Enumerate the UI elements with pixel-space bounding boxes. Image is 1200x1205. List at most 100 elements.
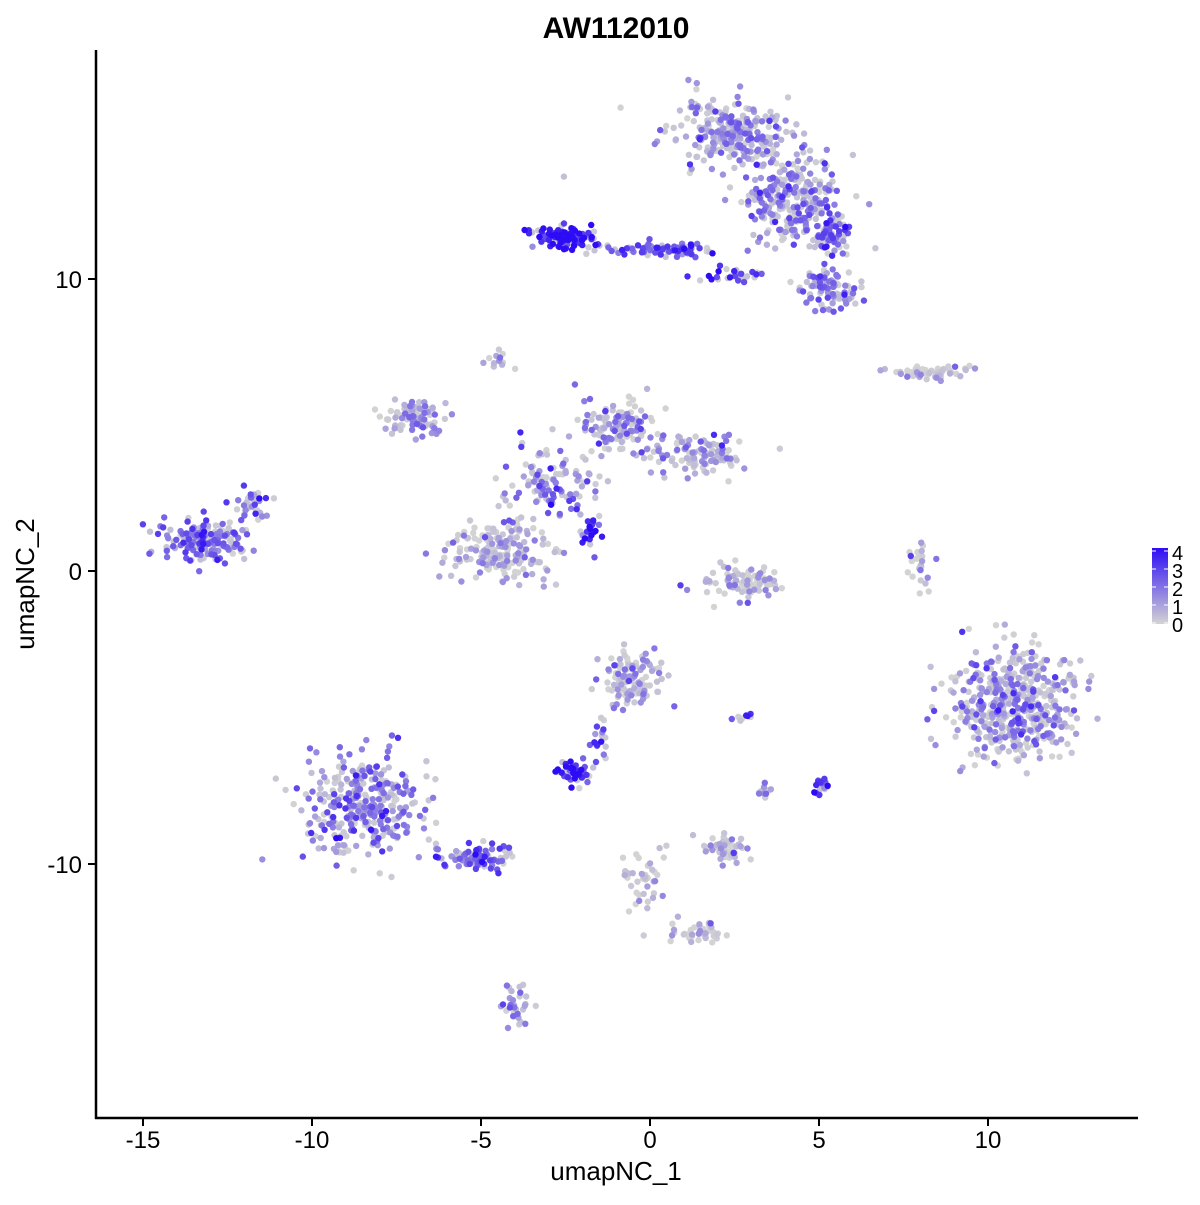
data-point	[709, 467, 717, 474]
data-point	[530, 478, 538, 485]
data-point	[1061, 656, 1068, 664]
data-point	[674, 446, 681, 453]
data-point	[560, 236, 568, 243]
data-point	[486, 354, 493, 362]
data-point	[806, 155, 814, 163]
data-point	[402, 410, 409, 417]
data-point	[588, 233, 595, 241]
data-point	[967, 750, 975, 758]
data-point	[1001, 634, 1008, 641]
data-point	[686, 161, 694, 168]
data-point	[320, 844, 328, 852]
data-point	[609, 402, 617, 410]
data-point	[803, 227, 810, 234]
data-point	[670, 124, 677, 131]
colorbar-tick-label: 4	[1172, 543, 1183, 565]
data-point	[1016, 656, 1023, 663]
data-point	[748, 134, 755, 142]
data-point	[766, 117, 773, 125]
data-point	[597, 714, 605, 721]
data-point	[952, 733, 959, 740]
data-point	[567, 758, 574, 765]
data-point	[992, 736, 999, 743]
data-point	[499, 578, 507, 586]
data-point	[536, 482, 543, 490]
data-point	[963, 699, 970, 706]
data-point	[737, 717, 744, 724]
data-point	[462, 553, 470, 561]
data-point	[828, 252, 836, 259]
data-point	[311, 813, 319, 820]
data-point	[1046, 716, 1053, 724]
data-point	[673, 253, 681, 260]
data-point	[309, 788, 316, 795]
data-point	[431, 425, 438, 432]
data-point	[549, 240, 557, 248]
data-point	[636, 680, 643, 687]
data-point	[971, 365, 979, 372]
data-point	[621, 651, 628, 659]
data-point	[634, 436, 641, 443]
data-point	[600, 726, 607, 733]
data-point	[182, 549, 189, 556]
data-point	[502, 543, 509, 550]
data-point	[522, 461, 529, 468]
data-point	[492, 475, 499, 482]
data-point	[549, 491, 557, 498]
data-point	[763, 148, 771, 155]
data-point	[765, 592, 772, 599]
data-point	[262, 494, 270, 502]
data-point	[663, 842, 670, 849]
data-point	[663, 122, 670, 130]
data-point	[343, 814, 350, 821]
data-point	[634, 242, 642, 249]
data-point	[489, 540, 496, 547]
data-point	[718, 442, 726, 449]
data-point	[481, 534, 489, 541]
data-point	[491, 555, 498, 562]
data-point	[428, 429, 435, 437]
data-point	[1024, 744, 1031, 751]
data-point	[256, 495, 263, 502]
data-point	[746, 588, 753, 595]
data-point	[660, 854, 667, 861]
data-point	[654, 871, 661, 879]
data-point	[843, 243, 850, 250]
data-point	[706, 441, 713, 449]
data-point	[237, 545, 244, 552]
data-point	[331, 779, 338, 787]
data-point	[521, 538, 528, 546]
data-point	[786, 215, 793, 222]
data-point	[1053, 739, 1060, 746]
data-point	[650, 448, 657, 455]
data-point	[436, 573, 443, 580]
data-point	[991, 670, 998, 678]
data-point	[331, 791, 338, 798]
data-point	[726, 184, 734, 191]
data-point	[1056, 706, 1063, 713]
data-point	[205, 540, 212, 547]
data-point	[1070, 707, 1078, 714]
data-point	[560, 549, 568, 557]
data-point	[991, 676, 998, 683]
data-point	[1015, 674, 1022, 682]
data-point	[360, 812, 367, 820]
data-point	[649, 894, 657, 901]
data-point	[821, 160, 828, 167]
data-point	[678, 438, 686, 446]
data-point	[904, 569, 911, 576]
data-point	[221, 532, 229, 539]
data-point	[231, 529, 238, 536]
data-point	[1010, 631, 1017, 638]
data-point	[631, 685, 638, 692]
data-point	[783, 128, 790, 135]
data-point	[691, 470, 699, 477]
data-point	[435, 427, 443, 434]
data-point	[818, 200, 825, 207]
data-point	[595, 440, 603, 447]
data-point	[708, 129, 715, 136]
data-point	[978, 718, 985, 725]
data-point	[620, 641, 628, 648]
data-point	[386, 845, 393, 852]
data-point	[736, 438, 743, 445]
